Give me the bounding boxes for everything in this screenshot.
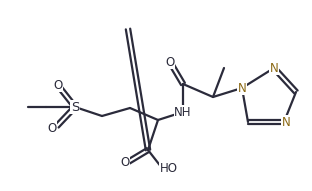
Text: O: O (120, 155, 129, 168)
Text: O: O (53, 79, 63, 91)
Text: N: N (238, 82, 246, 95)
Text: N: N (270, 62, 278, 74)
Text: S: S (71, 100, 79, 113)
Text: O: O (47, 121, 56, 134)
Text: N: N (282, 116, 290, 129)
Text: O: O (165, 56, 175, 69)
Text: NH: NH (174, 105, 192, 118)
Text: HO: HO (160, 162, 178, 175)
